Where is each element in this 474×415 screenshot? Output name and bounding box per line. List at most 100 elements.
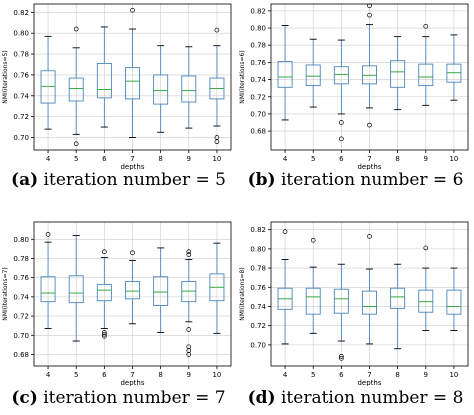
caption-c: (c) iteration number = 7 <box>0 388 237 408</box>
x-axis-label: depths <box>120 163 144 170</box>
box-6 <box>96 249 112 339</box>
outlier-point <box>73 26 79 32</box>
x-tick-label: 7 <box>367 371 371 379</box>
panel-d: 0.70 0.72 0.74 0.76 0.78 0.80 0.82 4 5 6 7 8 9 10 dept… <box>237 218 474 408</box>
y-tick-label: 0.72 <box>250 93 266 101</box>
box-iqr <box>96 283 112 302</box>
box-iqr <box>277 61 293 88</box>
y-tick-label: 0.78 <box>13 51 29 59</box>
y-tick-label: 0.72 <box>250 322 266 330</box>
x-tick-label: 9 <box>187 155 191 163</box>
box-6 <box>333 263 349 361</box>
y-tick-label: 0.82 <box>250 7 266 15</box>
caption-tag-b: (b) <box>247 170 276 190</box>
box-5 <box>68 26 84 147</box>
y-tick-label: 0.70 <box>13 332 29 340</box>
y-tick-label: 0.78 <box>250 42 266 50</box>
y-tick-label: 0.68 <box>250 128 266 136</box>
box-4 <box>40 35 56 130</box>
box-10 <box>209 242 225 334</box>
outlier-point <box>130 250 135 256</box>
y-tick-label: 0.82 <box>13 9 29 17</box>
x-tick-label: 7 <box>130 155 134 163</box>
y-tick-label: 0.74 <box>250 303 266 311</box>
y-tick-label: 0.72 <box>13 313 29 321</box>
y-axis-label: NMI(iterations=5) <box>2 50 9 103</box>
x-axis-label: depths <box>357 379 381 386</box>
y-tick-label: 0.76 <box>13 274 29 282</box>
caption-text-d: iteration number = 8 <box>280 388 464 408</box>
boxplot-chart-a: 0.70 0.72 0.74 0.76 0.78 0.80 0.82 4 5 6 7 8 9 10 dept… <box>2 3 232 170</box>
y-tick-label: 0.70 <box>250 110 266 118</box>
x-axis-label: depths <box>120 379 144 386</box>
box-4 <box>277 25 293 121</box>
x-tick-label: 8 <box>395 155 399 163</box>
x-tick-label: 7 <box>130 371 134 379</box>
panel-c: 0.68 0.70 0.72 0.74 0.76 0.78 0.80 4 5 6 7 8 9 10 dept… <box>0 218 237 408</box>
x-tick-label: 9 <box>424 371 428 379</box>
outlier-point <box>102 249 107 255</box>
outlier-point <box>367 122 372 128</box>
x-tick-label: 10 <box>449 371 458 379</box>
panel-b: 0.68 0.70 0.72 0.74 0.76 0.78 0.80 0.82 4 5 6 7 8 9 10… <box>237 0 474 190</box>
outlier-point <box>423 245 429 251</box>
box-iqr <box>390 60 406 88</box>
box-9 <box>181 249 197 357</box>
outlier-point <box>130 7 135 13</box>
outlier-point <box>186 252 192 257</box>
outlier-point <box>339 120 344 125</box>
outlier-point <box>367 3 372 9</box>
box-iqr <box>153 276 169 306</box>
x-tick-label: 8 <box>395 371 399 379</box>
box-iqr <box>125 281 140 300</box>
x-tick-label: 6 <box>102 371 107 379</box>
x-tick-label: 6 <box>339 155 344 163</box>
y-tick-label: 0.68 <box>13 351 29 359</box>
outlier-point <box>282 229 288 234</box>
y-tick-label: 0.82 <box>250 226 266 234</box>
y-tick-label: 0.78 <box>13 255 29 263</box>
x-tick-label: 9 <box>424 155 428 163</box>
outlier-point <box>423 23 429 29</box>
boxplot-chart-b: 0.68 0.70 0.72 0.74 0.76 0.78 0.80 0.82 4 5 6 7 8 9 10… <box>239 3 469 170</box>
box-iqr <box>305 287 321 315</box>
box-5 <box>305 237 321 334</box>
box-6 <box>333 39 349 142</box>
box-7 <box>362 3 377 128</box>
y-tick-label: 0.72 <box>13 113 29 121</box>
x-tick-label: 5 <box>74 371 78 379</box>
x-tick-label: 4 <box>46 371 51 379</box>
box-8 <box>153 247 169 333</box>
x-tick-label: 5 <box>311 155 315 163</box>
caption-text-c: iteration number = 7 <box>43 388 226 408</box>
outlier-point <box>214 27 220 33</box>
outlier-point <box>102 331 107 337</box>
box-iqr <box>96 62 112 99</box>
outlier-point <box>186 249 192 255</box>
box-iqr <box>446 289 462 315</box>
box-iqr <box>40 276 56 303</box>
box-4 <box>277 229 293 345</box>
box-7 <box>362 234 377 345</box>
x-tick-label: 10 <box>212 371 221 379</box>
box-iqr <box>333 288 349 314</box>
outlier-point <box>367 234 372 239</box>
box-9 <box>418 23 434 106</box>
box-iqr <box>333 66 349 85</box>
y-axis-label: NMI(iterations=7) <box>2 267 9 320</box>
outlier-point <box>339 355 344 361</box>
caption-text-a: iteration number = 5 <box>43 170 226 190</box>
y-tick-label: 0.76 <box>250 59 266 67</box>
box-iqr <box>390 287 406 309</box>
box-iqr <box>181 75 197 103</box>
y-axis-label: NMI(iterations=8) <box>239 267 246 320</box>
y-tick-label: 0.74 <box>13 92 29 100</box>
caption-b: (b) iteration number = 6 <box>237 170 474 190</box>
caption-d: (d) iteration number = 8 <box>237 388 474 408</box>
x-tick-label: 8 <box>158 371 162 379</box>
box-6 <box>96 26 112 128</box>
y-tick-label: 0.74 <box>250 76 266 84</box>
panel-a: 0.70 0.72 0.74 0.76 0.78 0.80 0.82 4 5 6 7 8 9 10 dept… <box>0 0 237 190</box>
y-tick-label: 0.76 <box>250 284 266 292</box>
box-iqr <box>277 287 293 310</box>
